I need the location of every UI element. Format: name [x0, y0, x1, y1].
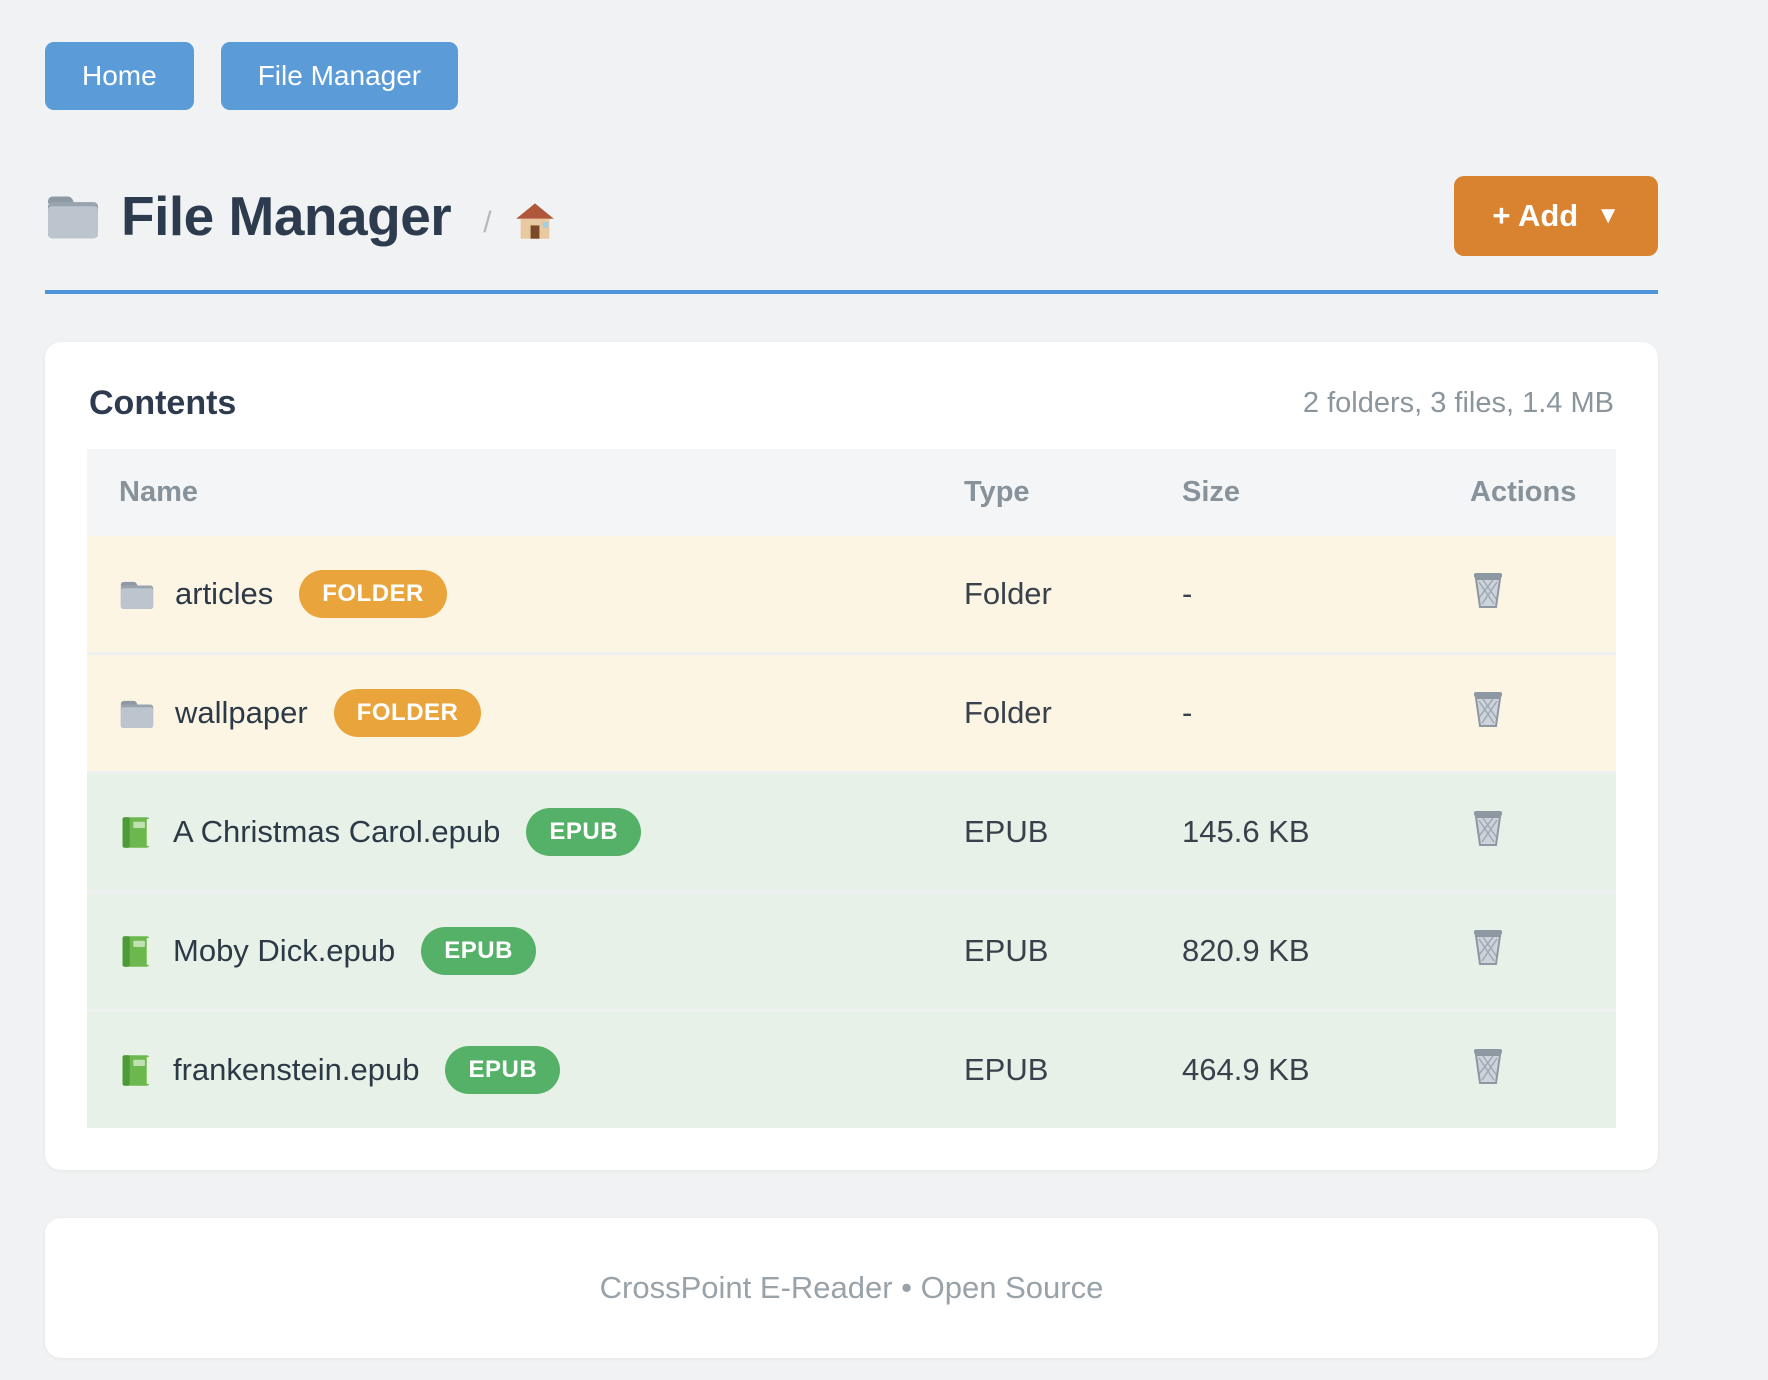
table-row[interactable]: wallpaper FOLDER Folder - — [87, 652, 1616, 773]
entry-size: 145.6 KB — [1150, 771, 1438, 892]
trash-icon — [1470, 1047, 1506, 1085]
table-row[interactable]: articles FOLDER Folder - — [87, 536, 1616, 654]
entry-name[interactable]: wallpaper — [175, 695, 308, 730]
folder-icon — [119, 578, 155, 611]
entry-name[interactable]: Moby Dick.epub — [173, 933, 396, 968]
breadcrumb-separator: / — [483, 206, 492, 239]
type-badge: EPUB — [445, 1046, 561, 1094]
entry-type: Folder — [932, 652, 1150, 773]
folder-icon — [119, 697, 155, 730]
entry-size: 464.9 KB — [1150, 1009, 1438, 1128]
column-header-actions: Actions — [1438, 449, 1616, 536]
file-table: Name Type Size Actions articles FOLDER — [87, 449, 1616, 1128]
contents-title: Contents — [89, 384, 237, 422]
nav-home-button[interactable]: Home — [45, 42, 194, 110]
add-button-label: + Add — [1492, 198, 1579, 233]
column-header-type: Type — [932, 449, 1150, 536]
delete-button[interactable] — [1470, 809, 1506, 847]
nav-file-manager-button[interactable]: File Manager — [220, 42, 459, 110]
table-header-row: Name Type Size Actions — [87, 449, 1616, 536]
delete-button[interactable] — [1470, 1047, 1506, 1085]
delete-button[interactable] — [1470, 571, 1506, 609]
chevron-down-icon: ▼ — [1596, 202, 1620, 229]
book-icon — [119, 1053, 153, 1088]
entry-name[interactable]: frankenstein.epub — [173, 1052, 420, 1087]
page-title: File Manager — [121, 185, 452, 247]
title-left: File Manager / — [45, 184, 556, 248]
entry-name[interactable]: articles — [175, 576, 274, 611]
entry-size: 820.9 KB — [1150, 890, 1438, 1011]
book-icon — [119, 815, 153, 850]
add-button[interactable]: + Add ▼ — [1454, 176, 1658, 256]
title-row: File Manager / + Add ▼ — [45, 176, 1658, 294]
footer-text: CrossPoint E-Reader • Open Source — [599, 1270, 1104, 1305]
table-row[interactable]: A Christmas Carol.epub EPUB EPUB 145.6 K… — [87, 771, 1616, 892]
top-nav: Home File Manager — [45, 42, 1658, 110]
entry-type: EPUB — [932, 771, 1150, 892]
entry-type: Folder — [932, 536, 1150, 654]
footer-card: CrossPoint E-Reader • Open Source — [45, 1218, 1658, 1358]
type-badge: EPUB — [421, 927, 536, 975]
entry-type: EPUB — [932, 1009, 1150, 1128]
house-icon[interactable] — [514, 201, 556, 241]
table-row[interactable]: frankenstein.epub EPUB EPUB 464.9 KB — [87, 1009, 1616, 1128]
trash-icon — [1470, 928, 1506, 966]
book-icon — [119, 934, 153, 969]
trash-icon — [1470, 690, 1506, 728]
folder-icon — [45, 191, 101, 241]
column-header-name: Name — [87, 449, 932, 536]
type-badge: FOLDER — [299, 570, 447, 618]
entry-size: - — [1150, 536, 1438, 654]
trash-icon — [1470, 809, 1506, 847]
delete-button[interactable] — [1470, 928, 1506, 966]
entry-name[interactable]: A Christmas Carol.epub — [173, 814, 501, 849]
contents-summary: 2 folders, 3 files, 1.4 MB — [1302, 387, 1614, 419]
trash-icon — [1470, 571, 1506, 609]
entry-size: - — [1150, 652, 1438, 773]
column-header-size: Size — [1150, 449, 1438, 536]
contents-card-header: Contents 2 folders, 3 files, 1.4 MB — [87, 384, 1616, 423]
type-badge: EPUB — [526, 808, 642, 856]
delete-button[interactable] — [1470, 690, 1506, 728]
type-badge: FOLDER — [333, 689, 482, 737]
table-row[interactable]: Moby Dick.epub EPUB EPUB 820.9 KB — [87, 890, 1616, 1011]
contents-card: Contents 2 folders, 3 files, 1.4 MB Name… — [45, 342, 1658, 1170]
entry-type: EPUB — [932, 890, 1150, 1011]
